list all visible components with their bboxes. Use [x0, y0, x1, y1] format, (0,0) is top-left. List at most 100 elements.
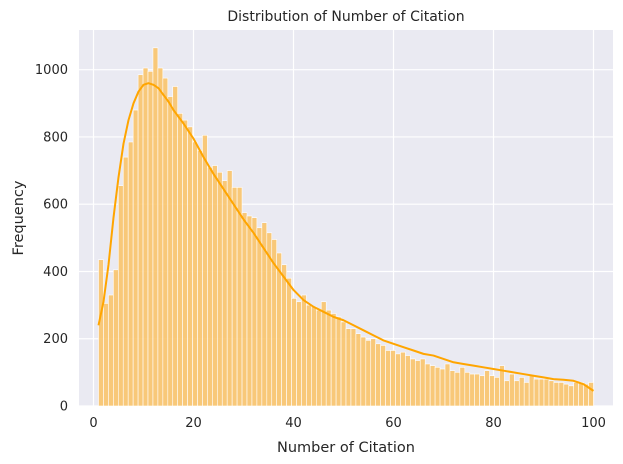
histogram-bar	[320, 301, 327, 407]
histogram-bar	[122, 156, 129, 407]
histogram-bar	[553, 382, 560, 407]
y-tick-label: 600	[43, 198, 68, 213]
histogram-bar	[548, 380, 555, 407]
histogram-bar	[504, 380, 510, 407]
histogram-bar	[152, 47, 159, 407]
histogram-bar	[241, 212, 248, 407]
histogram-bar	[509, 373, 515, 407]
histogram-bar	[172, 86, 178, 407]
chart-title: Distribution of Number of Citation	[227, 9, 464, 25]
histogram-bar	[434, 367, 441, 407]
y-tick-label: 200	[43, 332, 68, 347]
histogram-bar	[360, 336, 367, 407]
histogram-bar	[578, 382, 584, 407]
kde-curve	[97, 82, 595, 392]
histogram-bar	[533, 378, 540, 407]
histogram-bar	[479, 375, 485, 407]
histogram-bar	[588, 382, 594, 407]
histogram-bar	[202, 134, 208, 407]
y-axis-ticks: 0 200 400 600 800 1000	[35, 63, 68, 414]
histogram-bar	[375, 343, 381, 407]
histogram-bar	[439, 368, 446, 407]
histogram-bar	[256, 227, 263, 407]
histogram-bar	[340, 321, 347, 407]
histogram-bar	[528, 375, 535, 407]
histogram-bar	[444, 363, 451, 407]
histogram-bar	[494, 377, 500, 407]
histogram-bar	[221, 180, 228, 407]
histogram-bar	[518, 377, 525, 407]
histogram-bar	[563, 383, 570, 407]
histogram-bar	[182, 119, 188, 407]
histogram-bar	[459, 367, 466, 407]
histogram-bar	[568, 385, 574, 407]
x-tick-label: 20	[185, 416, 202, 431]
histogram-bar	[330, 313, 337, 407]
histogram-bar	[573, 382, 579, 407]
histogram-bar	[474, 373, 480, 407]
histogram-bar	[538, 378, 545, 407]
histogram-bar	[464, 372, 471, 407]
y-tick-label: 800	[43, 130, 68, 145]
histogram-bar	[286, 277, 292, 407]
histogram-bar	[217, 171, 223, 407]
histogram-bar	[390, 350, 396, 407]
histogram-bar	[291, 298, 297, 407]
histogram-bar	[414, 360, 421, 407]
histogram-bar	[113, 269, 119, 407]
histogram-bar	[132, 109, 139, 407]
histogram-bar	[345, 328, 352, 407]
y-tick-label: 0	[60, 400, 68, 415]
histogram-bar	[335, 316, 342, 407]
histogram-bar	[118, 185, 124, 407]
histogram-bar	[177, 113, 183, 407]
histogram-bar	[325, 309, 332, 407]
histogram-bar	[454, 372, 461, 407]
histogram-bar	[370, 338, 376, 407]
histogram-bar	[558, 382, 565, 407]
histogram-bar	[246, 215, 253, 407]
histogram-bar	[197, 150, 203, 407]
x-tick-label: 100	[581, 416, 606, 431]
histogram-bar	[306, 304, 312, 407]
histogram-bar	[187, 126, 193, 407]
histogram-bar	[162, 77, 169, 407]
histogram-bar	[355, 333, 362, 407]
histogram-bar	[315, 309, 322, 407]
histogram-bar	[103, 303, 109, 407]
histogram-bar	[405, 355, 411, 407]
histogram-bar	[212, 165, 218, 407]
histogram-bar	[380, 345, 386, 407]
histogram-bar	[207, 166, 213, 407]
histogram-bar	[276, 252, 282, 407]
histogram-bar	[108, 294, 114, 407]
histogram-bar	[410, 358, 416, 407]
histogram-bar	[226, 170, 233, 407]
histogram-bar	[311, 306, 317, 407]
y-axis-label: Frequency	[11, 180, 27, 255]
histogram-bar	[429, 365, 436, 407]
x-axis-ticks: 0 20 40 60 80 100	[89, 416, 606, 431]
histogram-bar	[301, 294, 307, 407]
histogram-bar	[142, 67, 149, 407]
histogram-bar	[137, 74, 144, 407]
x-tick-label: 40	[285, 416, 302, 431]
histogram-bar	[251, 217, 258, 407]
histogram-bar	[365, 340, 372, 407]
histogram-bar	[231, 187, 238, 407]
histogram-bar	[523, 382, 530, 407]
x-tick-label: 60	[385, 416, 402, 431]
histogram-bar	[489, 375, 495, 407]
histogram-bar	[350, 328, 357, 407]
histogram-bar	[127, 141, 134, 407]
histogram-bar	[236, 187, 243, 407]
histogram-bar	[157, 67, 164, 407]
histogram-bar	[296, 301, 302, 407]
histogram-bar	[395, 353, 401, 407]
histogram-bar	[147, 71, 154, 407]
histogram-bar	[192, 141, 198, 407]
x-tick-label: 80	[485, 416, 502, 431]
y-tick-label: 400	[43, 265, 68, 280]
histogram-bar	[385, 350, 391, 407]
